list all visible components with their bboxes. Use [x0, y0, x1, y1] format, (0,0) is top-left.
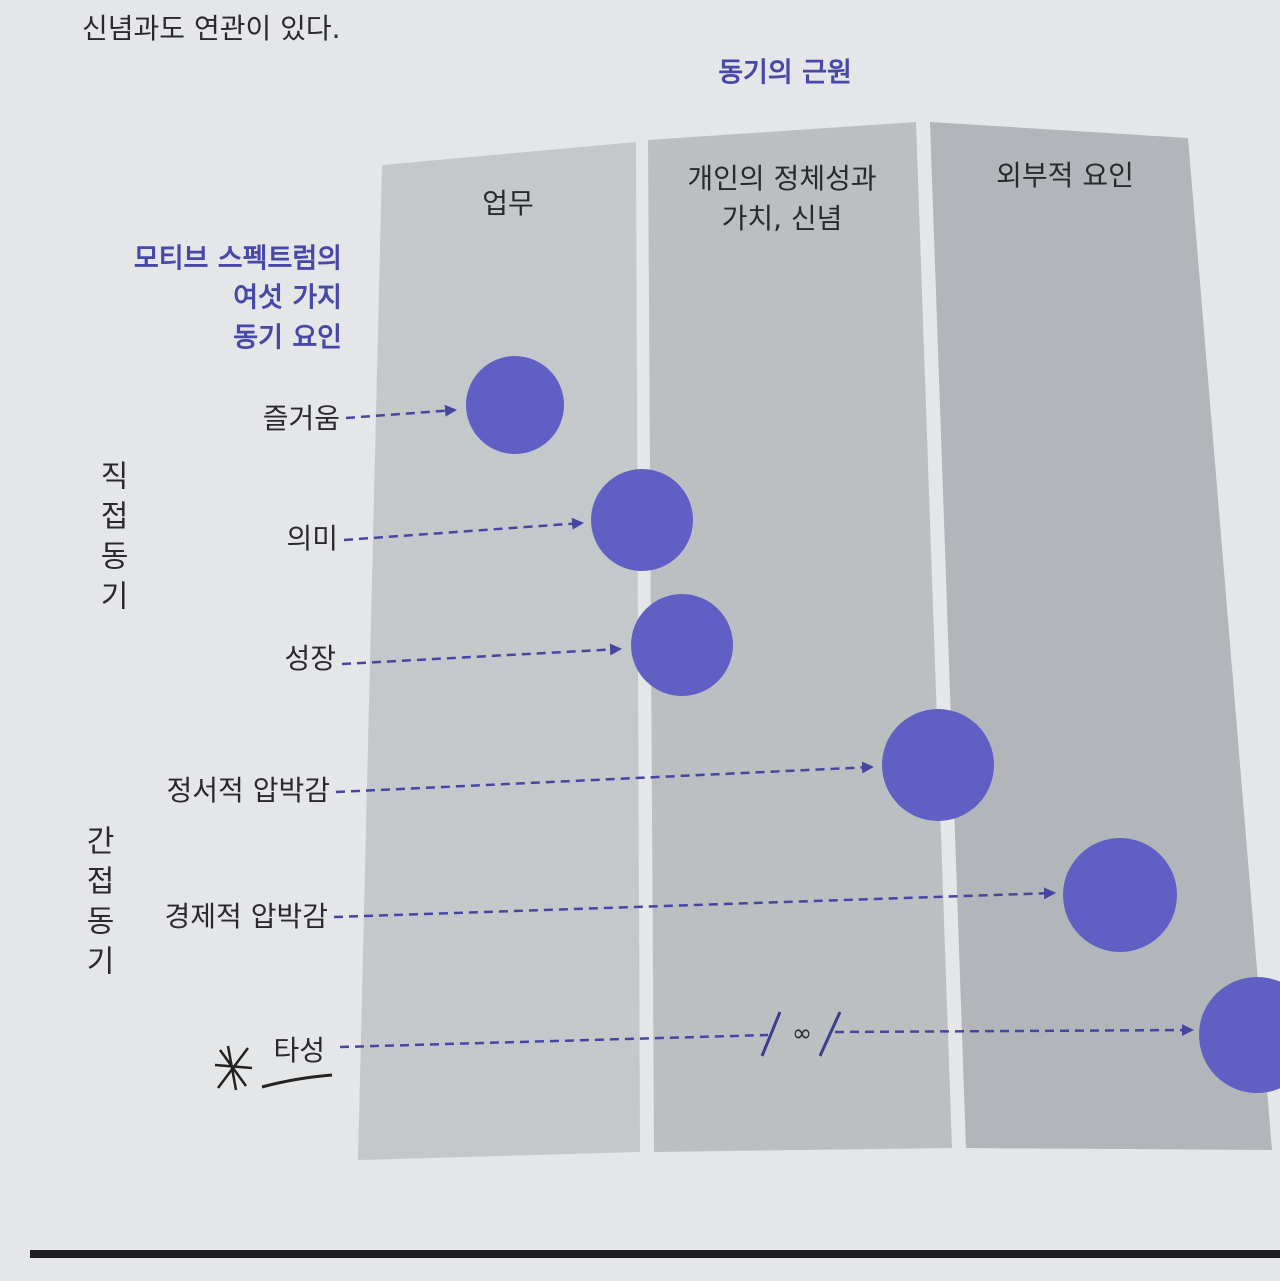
column-title: 개인의 정체성과 [687, 162, 876, 195]
break-symbol: ∞ [792, 1019, 812, 1047]
diagram-title: 동기의 근원 [718, 58, 852, 89]
factor-label: 성장 [284, 642, 336, 675]
break-mark [818, 1011, 842, 1057]
arrow [345, 404, 457, 420]
arrow [339, 1033, 769, 1049]
column-title: 업무 [482, 187, 534, 220]
circle [1063, 838, 1177, 952]
group-label: 직접동기 [94, 460, 129, 620]
factor-label: 경제적 압박감 [165, 900, 328, 933]
circle [631, 594, 733, 696]
factor-label: 정서적 압박감 [167, 774, 330, 807]
factors-heading: 여섯 가지 [233, 283, 342, 314]
handwritten-star [214, 1045, 253, 1091]
break-mark [760, 1011, 782, 1057]
circle [882, 709, 994, 821]
column-title: 외부적 요인 [996, 159, 1134, 192]
rule [30, 1250, 1280, 1258]
factor-label: 의미 [286, 522, 338, 555]
handwritten-underline [261, 1073, 333, 1089]
arrow [341, 643, 622, 666]
factor-label: 타성 [273, 1034, 325, 1067]
group-label: 간접동기 [80, 825, 115, 985]
circle [466, 356, 564, 454]
column [358, 142, 640, 1160]
circle [591, 469, 693, 571]
arrow [333, 887, 1056, 919]
intro-text: 신념과도 연관이 있다. [82, 12, 341, 45]
factors-heading: 모티브 스펙트럼의 [134, 244, 342, 275]
column [648, 122, 952, 1152]
factor-label: 즐거움 [263, 402, 340, 435]
column [930, 122, 1272, 1150]
column-title: 가치, 신념 [722, 202, 843, 235]
circle [1199, 977, 1280, 1093]
arrow [343, 517, 584, 542]
factors-heading: 동기 요인 [233, 323, 342, 354]
